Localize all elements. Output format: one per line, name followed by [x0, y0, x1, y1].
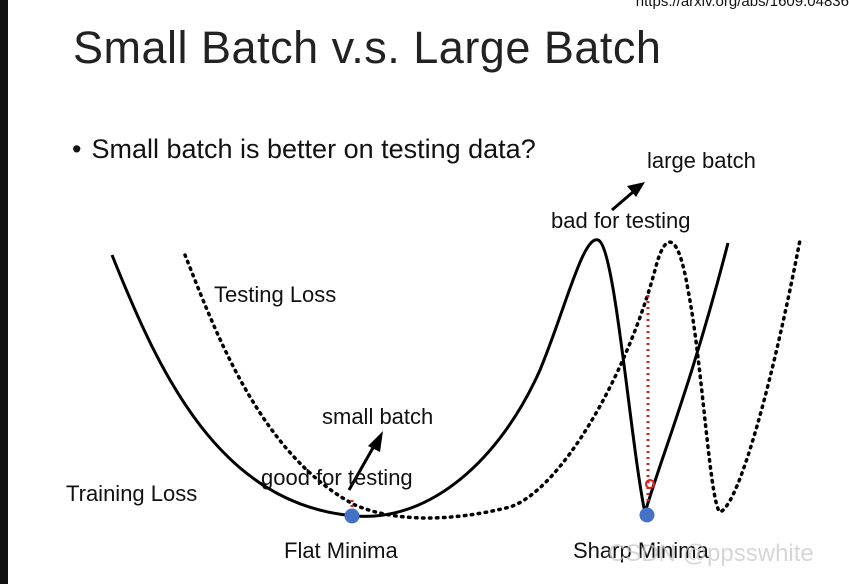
- watermark: CSDN @ppsswhite: [608, 540, 814, 567]
- large-batch-label: large batch: [647, 148, 756, 173]
- slide-title: Small Batch v.s. Large Batch: [73, 22, 662, 73]
- good-for-testing-label: good for testing: [261, 465, 413, 490]
- testing-loss-label: Testing Loss: [214, 282, 337, 307]
- flat-minima-label: Flat Minima: [284, 538, 398, 563]
- bullet-text: Small batch is better on testing data?: [91, 134, 536, 164]
- small-batch-label: small batch: [322, 404, 434, 429]
- sharp-gap-marker: [645, 479, 655, 489]
- bullet-dot: •: [72, 134, 82, 164]
- training-loss-curve: [110, 238, 730, 518]
- sharp-minima-point: [639, 507, 655, 523]
- left-edge-bar: [0, 0, 8, 584]
- bad-for-testing-label: bad for testing: [551, 208, 691, 233]
- flat-minima-point: [344, 508, 360, 524]
- small-batch-arrow: [347, 431, 383, 491]
- training-loss-label: Training Loss: [66, 481, 198, 506]
- sharp-minima-label: Sharp Minima: [573, 538, 709, 563]
- source-url: https://arxiv.org/abs/1609.04836: [635, 0, 849, 10]
- bullet-point: • Small batch is better on testing data?: [72, 134, 536, 165]
- large-batch-arrow: [611, 182, 645, 212]
